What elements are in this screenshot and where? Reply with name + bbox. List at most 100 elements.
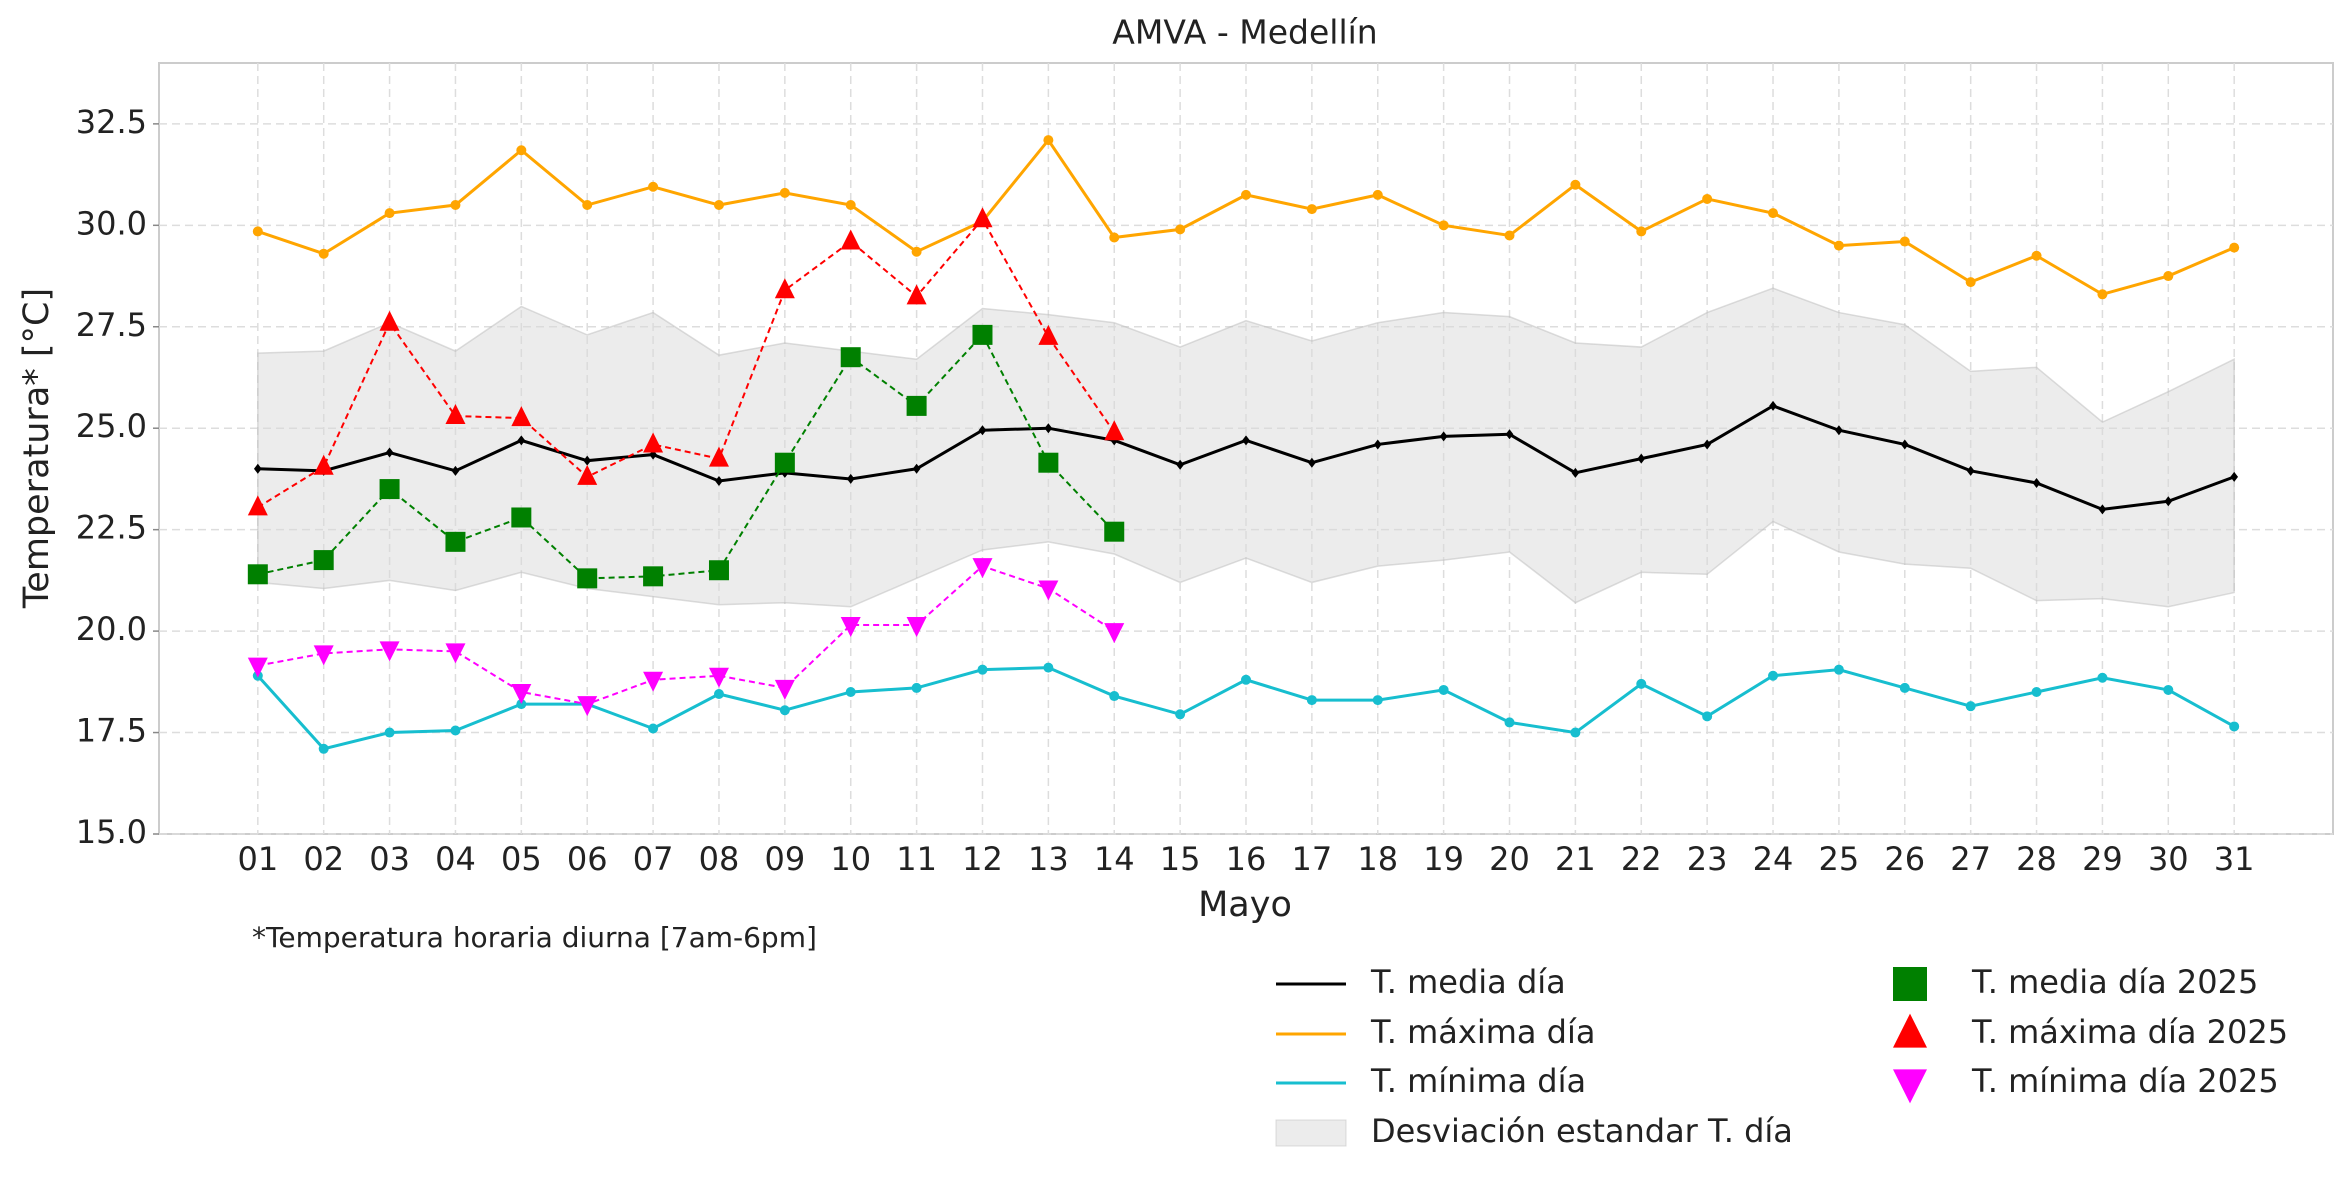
legend-label: T. media día 2025 (1971, 963, 2258, 1001)
point (1702, 193, 1713, 204)
point (911, 246, 922, 257)
point (2163, 271, 2174, 282)
x-tick-label: 20 (1489, 840, 1530, 878)
point (1833, 664, 1844, 675)
point (1241, 674, 1251, 685)
x-tick-label: 17 (1292, 840, 1333, 878)
x-tick-label: 28 (2016, 840, 2057, 878)
point (379, 641, 400, 662)
point (313, 454, 334, 475)
point (1965, 277, 1976, 288)
x-tick-label: 01 (237, 840, 278, 878)
x-tick-label: 05 (501, 840, 542, 878)
legend-label: T. máxima día (1370, 1013, 1595, 1051)
point (906, 284, 927, 305)
legend-swatch (1275, 1119, 1347, 1147)
point (708, 560, 729, 581)
point (384, 727, 395, 738)
point (577, 696, 598, 717)
point (713, 689, 724, 700)
point (972, 324, 993, 345)
point (1504, 717, 1515, 728)
x-tick-label: 07 (633, 840, 674, 878)
point (247, 495, 268, 516)
y-tick-label: 27.5 (76, 306, 147, 344)
point (906, 617, 927, 638)
point (1637, 453, 1646, 464)
x-tick-label: 31 (2214, 840, 2255, 878)
y-tick-label: 30.0 (76, 204, 147, 242)
point (846, 473, 855, 484)
point (1104, 521, 1125, 542)
point (1636, 678, 1647, 689)
point (1372, 189, 1383, 200)
x-tick-label: 03 (369, 840, 410, 878)
point (1176, 459, 1184, 470)
x-tick-label: 29 (2082, 840, 2123, 878)
point (516, 145, 527, 156)
point (1893, 967, 1927, 1001)
point (1109, 232, 1120, 243)
series-line (257, 333, 1115, 580)
footnote: *Temperatura horaria diurna [7am-6pm] (252, 921, 817, 954)
legend-label: T. máxima día 2025 (1971, 1013, 2288, 1051)
point (643, 671, 664, 692)
x-tick-label: 22 (1621, 840, 1662, 878)
point (1109, 691, 1120, 702)
point (648, 181, 659, 192)
point (1769, 400, 1777, 411)
point (2097, 289, 2108, 300)
point (1175, 224, 1186, 235)
point (1768, 208, 1779, 219)
point (1966, 465, 1975, 476)
point (1504, 230, 1515, 241)
y-axis-label: Temperatura* [°C] (17, 288, 57, 609)
point (1438, 220, 1449, 231)
point (2164, 496, 2173, 507)
x-tick-label: 24 (1753, 840, 1794, 878)
point (1242, 435, 1250, 446)
point (583, 455, 592, 466)
y-tick-label: 15.0 (76, 813, 147, 851)
point (2031, 686, 2042, 697)
point (1570, 727, 1581, 738)
point (779, 705, 790, 716)
point (1038, 580, 1059, 601)
point (318, 743, 329, 754)
point (451, 465, 460, 476)
point (577, 464, 598, 485)
y-tick-label: 25.0 (76, 407, 147, 445)
point (1308, 457, 1316, 468)
point (845, 200, 856, 211)
x-tick-label: 30 (2148, 840, 2189, 878)
point (1038, 324, 1059, 345)
x-tick-label: 15 (1160, 840, 1201, 878)
legend-label: T. mínima día (1370, 1062, 1586, 1100)
point (517, 435, 526, 446)
x-tick-label: 11 (896, 840, 937, 878)
point (774, 679, 795, 700)
point (2229, 721, 2240, 732)
point (247, 657, 268, 678)
point (2032, 477, 2041, 488)
point (385, 447, 394, 458)
point (648, 723, 659, 734)
x-tick-label: 12 (962, 840, 1003, 878)
point (1438, 684, 1449, 695)
point (1768, 670, 1779, 681)
legend-label: T. mínima día 2025 (1971, 1062, 2279, 1100)
y-tick-label: 20.0 (76, 610, 147, 648)
x-axis-label: Mayo (1198, 885, 1292, 925)
point (643, 566, 664, 587)
point (912, 463, 921, 474)
point (1043, 662, 1054, 673)
y-tick-label: 32.5 (76, 103, 147, 141)
point (1175, 709, 1186, 720)
point (840, 617, 861, 638)
point (577, 568, 598, 589)
point (1703, 439, 1711, 450)
x-tick-label: 06 (567, 840, 608, 878)
point (972, 207, 993, 228)
